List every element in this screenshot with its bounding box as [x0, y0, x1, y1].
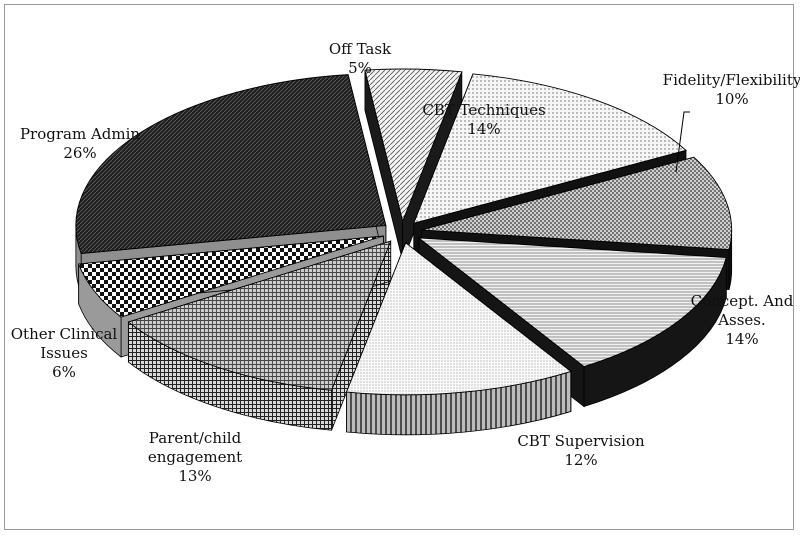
data-label-2: CBT Techniques 14% — [422, 101, 545, 138]
slice-top-2 — [413, 73, 687, 224]
pie-slice-6 — [127, 240, 392, 431]
slice-top-3 — [421, 156, 733, 251]
slice-top-1 — [364, 68, 463, 223]
slice-top-8 — [75, 74, 387, 254]
leader-line-fidelity — [675, 111, 690, 173]
data-label-7: Other Clinical Issues 6% — [11, 325, 118, 381]
data-label-1: Off Task 5% — [329, 40, 392, 77]
slice-top-6 — [127, 240, 392, 391]
pie-slice-5 — [345, 241, 572, 436]
data-label-3: Fidelity/Flexibility 10% — [663, 71, 800, 108]
slice-top-5 — [345, 242, 572, 396]
data-label-6: Parent/child engagement 13% — [148, 429, 242, 485]
pie-slice-1 — [364, 68, 463, 262]
slice-top-7 — [78, 235, 384, 318]
data-label-4: Concept. And Asses. 14% — [691, 292, 794, 348]
data-label-8: Program Admin 26% — [20, 125, 140, 162]
data-label-5: CBT Supervision 12% — [517, 432, 645, 469]
slice-top-4 — [417, 237, 727, 368]
